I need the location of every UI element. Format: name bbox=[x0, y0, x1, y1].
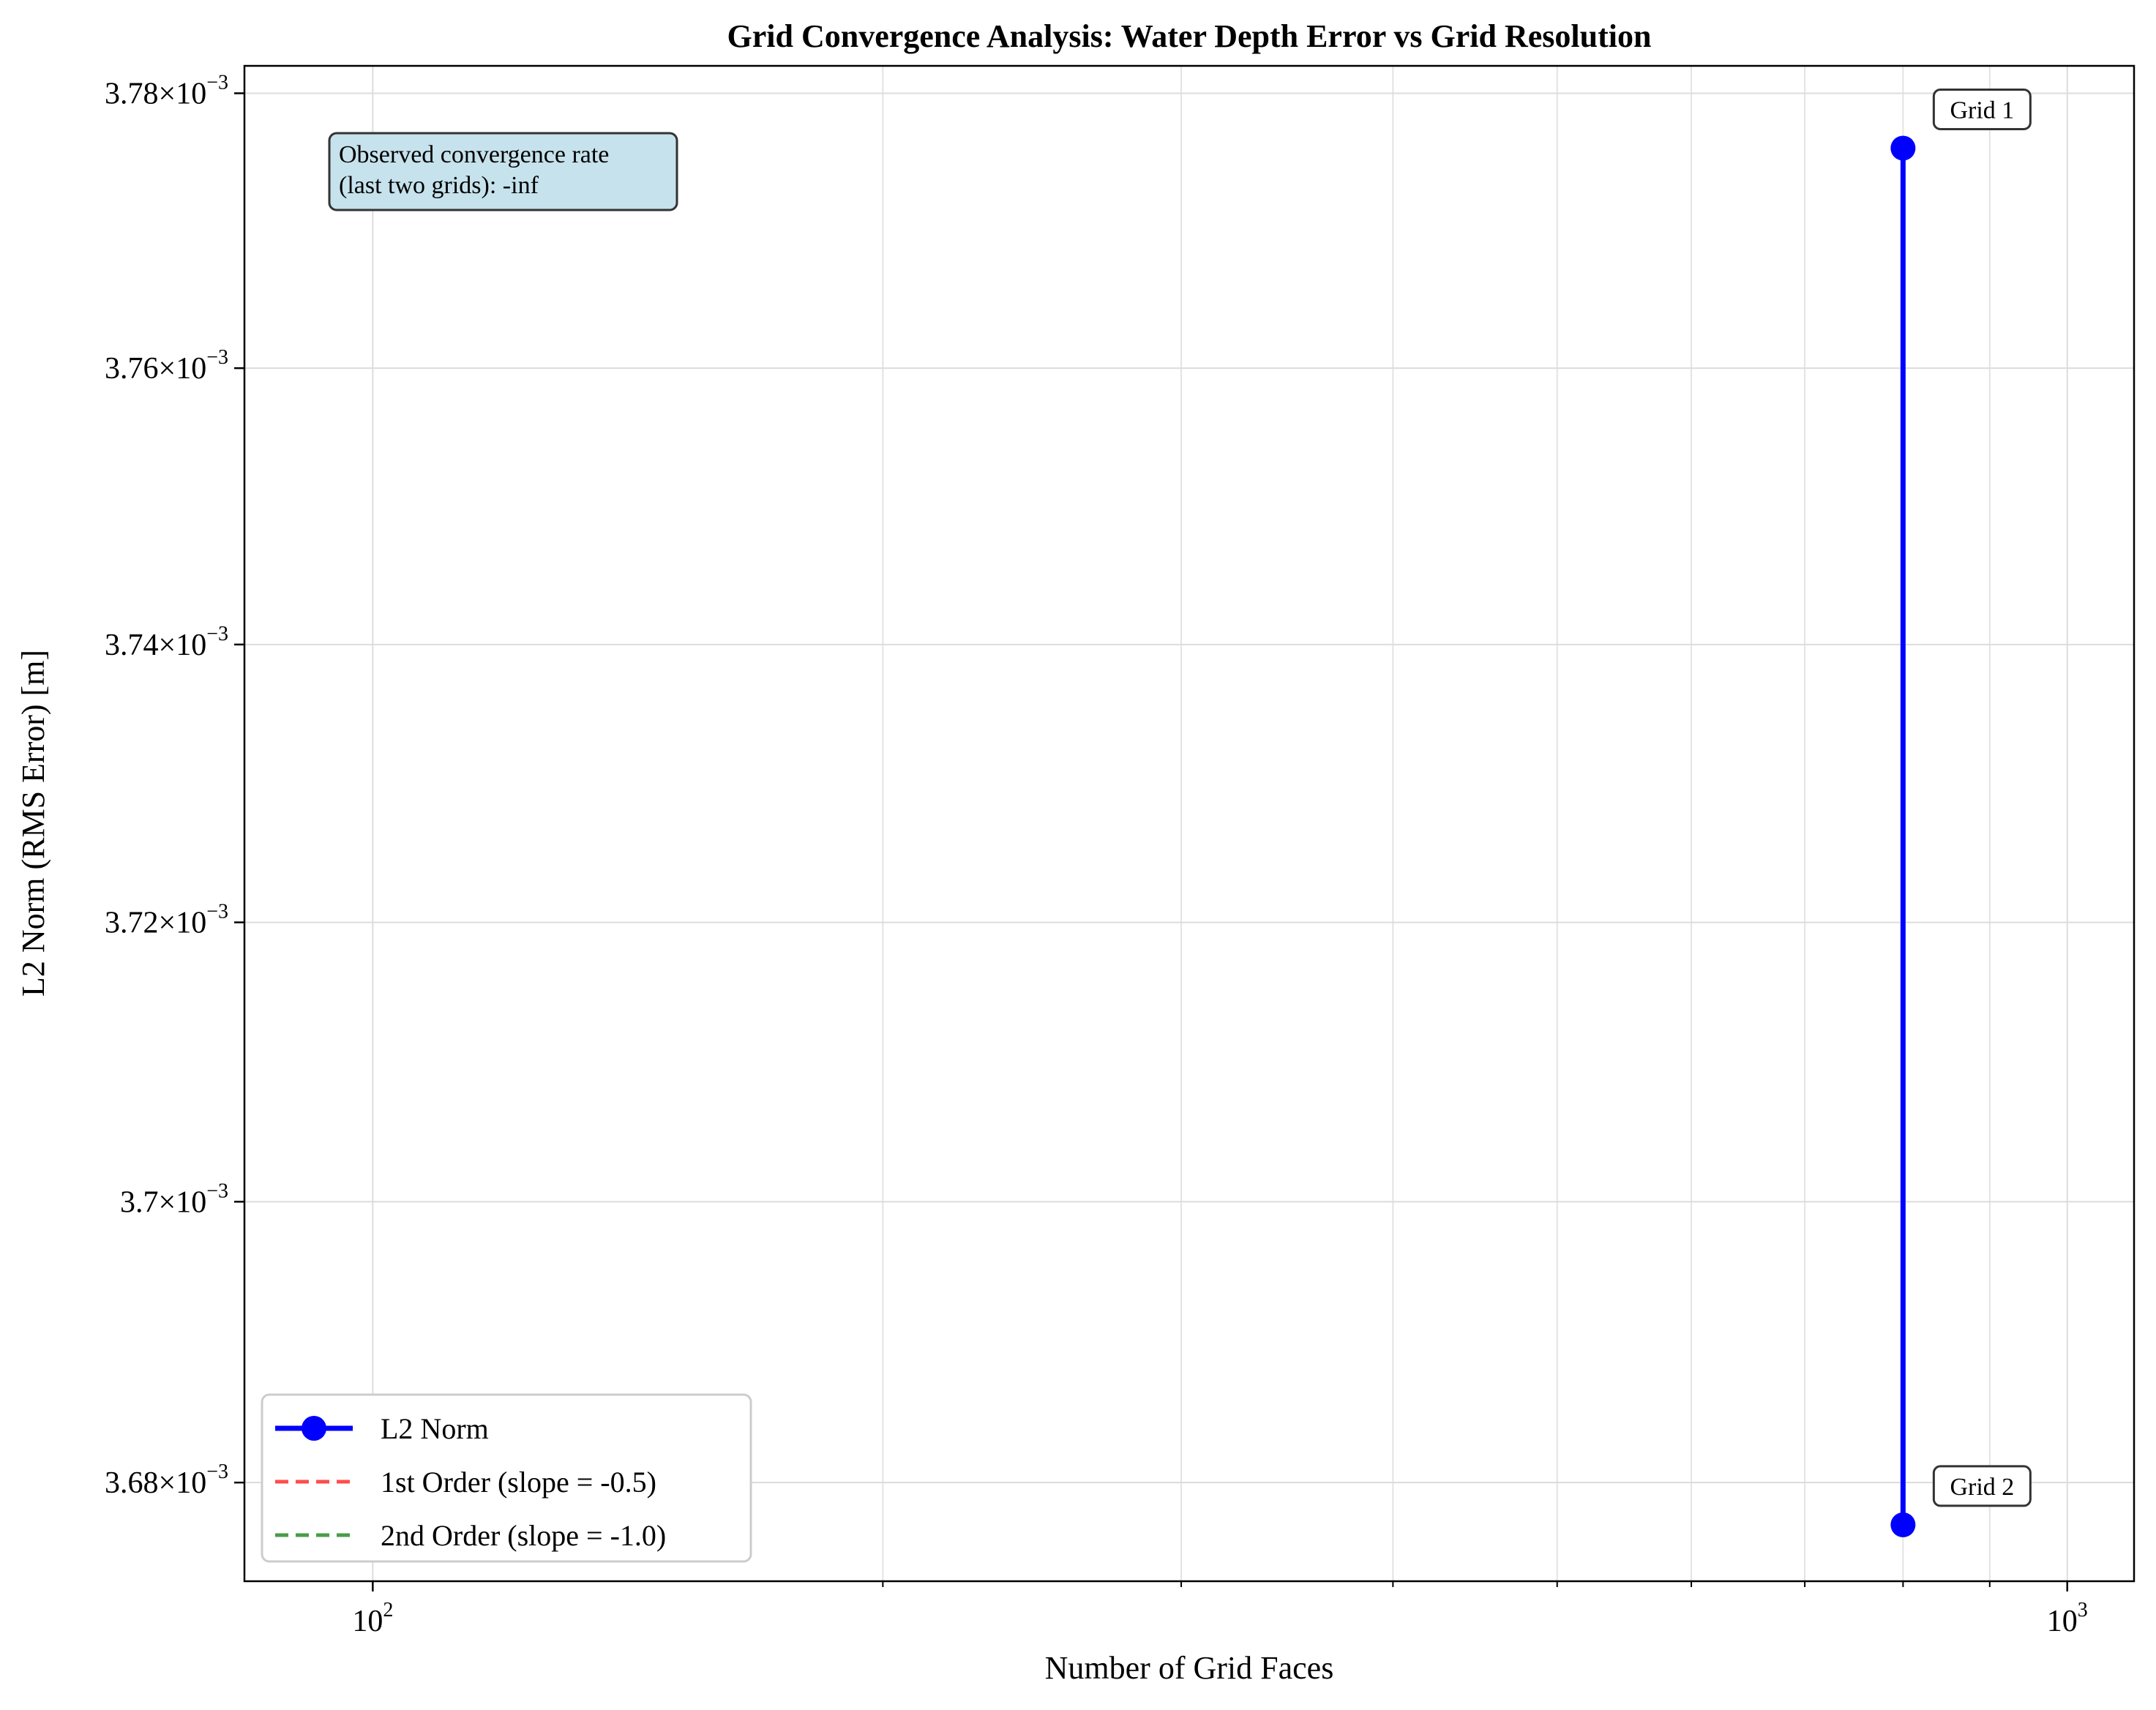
x-tick-label: 103 bbox=[2047, 1599, 2088, 1638]
legend-label: 2nd Order (slope = -1.0) bbox=[381, 1519, 666, 1552]
y-tick-label: 3.7×10−3 bbox=[120, 1180, 228, 1219]
y-axis-label: L2 Norm (RMS Error) [m] bbox=[15, 650, 51, 997]
annotation-line-2: (last two grids): -inf bbox=[339, 172, 539, 199]
y-tick-label: 3.76×10−3 bbox=[105, 346, 228, 386]
convergence-annotation: Observed convergence rate (last two grid… bbox=[328, 132, 678, 211]
annotation-background bbox=[328, 132, 678, 211]
point-label-box bbox=[1932, 1465, 2032, 1507]
annotation-line-1: Observed convergence rate bbox=[339, 141, 609, 168]
x-tick-label: 102 bbox=[352, 1599, 393, 1638]
series-layer bbox=[1890, 135, 1916, 1537]
point-label: Grid 2 bbox=[1932, 1465, 2032, 1507]
y-tick-label: 3.72×10−3 bbox=[105, 901, 228, 940]
data-point bbox=[1890, 135, 1916, 161]
x-axis-label: Number of Grid Faces bbox=[1045, 1650, 1334, 1686]
legend-label: 1st Order (slope = -0.5) bbox=[381, 1466, 656, 1499]
axis-ticks: 102 103 3.68×10−3 3.7×10−3 3.72×10−3 3.74×10−… bbox=[105, 71, 2088, 1638]
y-tick-label: 3.78×10−3 bbox=[105, 71, 228, 110]
chart-title: Grid Convergence Analysis: Water Depth E… bbox=[727, 18, 1652, 54]
plot-area-frame bbox=[243, 64, 2136, 1583]
point-labels: Grid 1 Grid 2 bbox=[1932, 88, 2032, 1507]
data-point bbox=[1890, 1512, 1916, 1537]
legend-label: L2 Norm bbox=[381, 1412, 489, 1445]
point-label-box bbox=[1932, 88, 2032, 130]
point-label-text: Grid 2 bbox=[1950, 1474, 2014, 1501]
y-tick-label: 3.68×10−3 bbox=[105, 1460, 228, 1500]
point-label: Grid 1 bbox=[1932, 88, 2032, 130]
y-tick-label: 3.74×10−3 bbox=[105, 623, 228, 662]
legend: L2 Norm 1st Order (slope = -0.5) 2nd Order… bbox=[261, 1393, 752, 1563]
grid-lines bbox=[244, 66, 2134, 1581]
legend-swatch-marker bbox=[302, 1416, 326, 1441]
point-label-text: Grid 1 bbox=[1950, 97, 2014, 124]
legend-frame bbox=[261, 1393, 752, 1563]
